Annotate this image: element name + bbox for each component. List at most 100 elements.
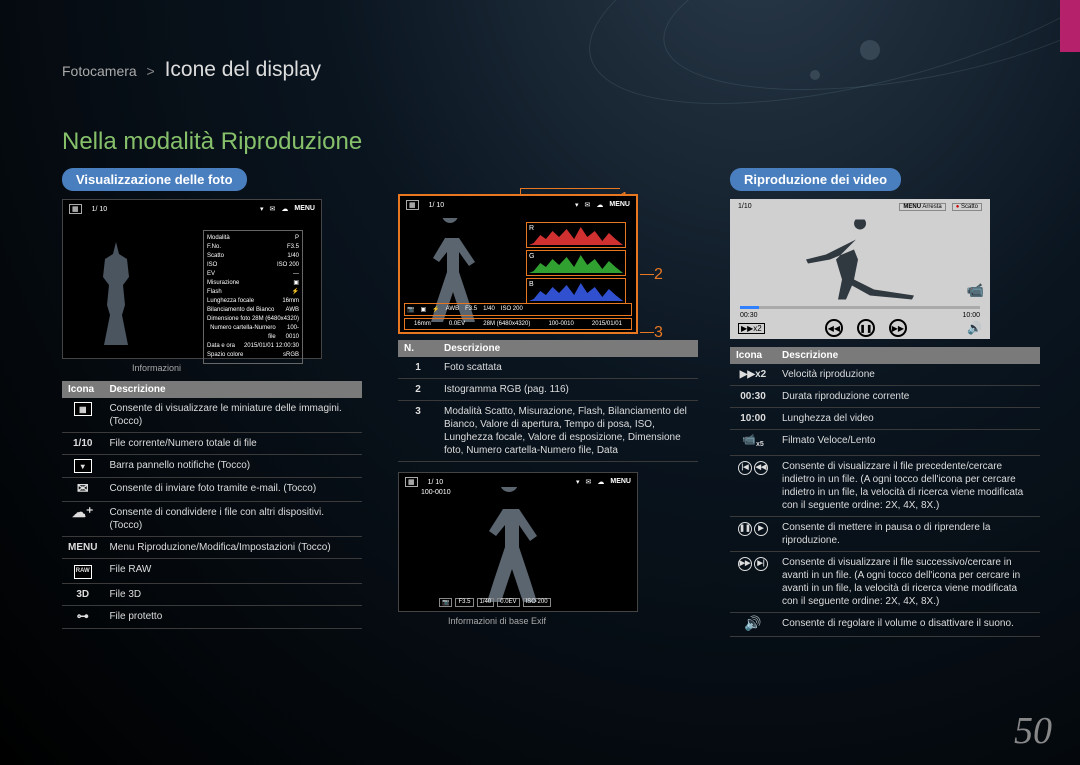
page-number: 50 (1014, 709, 1052, 753)
desc-cell: Menu Riproduzione/Modifica/Impostazioni … (103, 537, 362, 559)
subheading-pill: Riproduzione dei video (730, 168, 901, 191)
th-desc: Descrizione (776, 347, 1040, 364)
rewind-button[interactable]: ◀◀ (825, 319, 843, 337)
volume-icon[interactable]: 🔊 (967, 321, 982, 335)
lcd-preview-video: 1/10 MENU Arresta ● Scatto 📹 00:30 10:00… (730, 199, 990, 339)
icon-cell: ▦ (62, 398, 103, 433)
desc-cell: Modalità Scatto, Misurazione, Flash, Bil… (438, 401, 698, 462)
pause-button[interactable]: ❚❚ (857, 319, 875, 337)
thumbnail-icon: ▦ (406, 200, 419, 210)
desc-cell: File protetto (103, 605, 362, 628)
brand-accent (1060, 0, 1080, 52)
th-desc: Descrizione (438, 340, 698, 357)
caption: Informazioni di base Exif (448, 616, 698, 626)
desc-cell: Consente di condividere i file con altri… (103, 502, 362, 537)
exif-info-box: ModalitàPF.No.F3.5Scatto1/40ISOISO 200EV… (203, 230, 303, 364)
icon-cell: |◀◀◀ (730, 456, 776, 517)
lcd-preview-photo-info: ▦ 1/ 10 ▾ ✉ ☁ MENU ModalitàPF.No.F3.5Sca… (62, 199, 322, 359)
desc-cell: File corrente/Numero totale di file (103, 433, 362, 455)
desc-cell: Istogramma RGB (pag. 116) (438, 379, 698, 401)
desc-cell: Filmato Veloce/Lento (776, 430, 1040, 456)
file-counter: 1/ 10 (429, 202, 445, 209)
desc-cell: Barra pannello notifiche (Tocco) (103, 455, 362, 478)
chevron-down-icon: ▾ (576, 478, 580, 486)
icon-cell: 🔊 (730, 613, 776, 637)
desc-cell: Consente di visualizzare il file precede… (776, 456, 1040, 517)
photo-silhouette (91, 242, 141, 352)
subheading-pill: Visualizzazione delle foto (62, 168, 247, 191)
thumbnail-icon: ▦ (405, 477, 418, 487)
decorative-dot (860, 40, 880, 60)
desc-cell: Consente di visualizzare il file success… (776, 552, 1040, 613)
video-icon-table: Icona Descrizione ▶▶x2Velocità riproduzi… (730, 347, 1040, 637)
num-cell: 3 (398, 401, 438, 462)
icon-cell: 10:00 (730, 408, 776, 430)
icon-cell: ☁⁺ (62, 502, 103, 537)
breadcrumb-parent: Fotocamera (62, 63, 137, 79)
desc-cell: Durata riproduzione corrente (776, 386, 1040, 408)
file-counter: 1/ 10 (92, 206, 108, 213)
icon-cell: ✉ (62, 478, 103, 502)
mail-icon: ✉ (586, 478, 592, 486)
desc-cell: Velocità riproduzione (776, 364, 1040, 386)
time-total: 10:00 (962, 312, 980, 319)
desc-cell: Foto scattata (438, 357, 698, 379)
desc-cell: Consente di regolare il volume o disatti… (776, 613, 1040, 637)
file-counter: 1/10 (738, 203, 752, 210)
file-counter: 1/ 10 (428, 479, 444, 486)
breadcrumb-title: Icone del display (165, 58, 321, 81)
desc-cell: Consente di mettere in pausa o di ripren… (776, 517, 1040, 552)
th-icon: Icona (730, 347, 776, 364)
exif-bar-1: 📷▣⚡AWBF3.51/40ISO 200 (404, 303, 632, 316)
icon-cell: ❚❚▶ (730, 517, 776, 552)
th-n: N. (398, 340, 438, 357)
photo-silhouette (469, 487, 559, 607)
icon-cell: MENU (62, 537, 103, 559)
icon-cell: 00:30 (730, 386, 776, 408)
chevron-down-icon: ▾ (575, 201, 579, 209)
thumbnail-icon: ▦ (69, 204, 82, 214)
th-desc: Descrizione (103, 381, 362, 398)
chevron-down-icon: ▾ (260, 205, 264, 213)
desc-cell: File 3D (103, 583, 362, 605)
menu-label: MENU (294, 205, 315, 213)
video-silhouette (780, 220, 940, 310)
mail-icon: ✉ (585, 201, 591, 209)
shot-button: ● Scatto (952, 203, 982, 211)
caption: Informazioni (132, 363, 362, 373)
camcorder-icon: 📹 (967, 282, 984, 299)
lcd-preview-basic-exif: ▦ 1/ 10 ▾ ✉ ☁ MENU 100-0010 📷F3.51/400.0… (398, 472, 638, 612)
section-title: Nella modalità Riproduzione (62, 128, 362, 156)
breadcrumb: Fotocamera > Icone del display (62, 58, 321, 82)
menu-label: MENU (609, 201, 630, 209)
menu-button: MENU Arresta (899, 203, 945, 211)
desc-cell: File RAW (103, 559, 362, 584)
icon-cell: 📹x5 (730, 430, 776, 456)
forward-button[interactable]: ▶▶ (889, 319, 907, 337)
time-elapsed: 00:30 (740, 312, 758, 319)
icon-cell: ▶▶▶| (730, 552, 776, 613)
breadcrumb-sep: > (147, 63, 155, 79)
icon-cell: 1/10 (62, 433, 103, 455)
decorative-dot (810, 70, 820, 80)
lcd-preview-histogram: ▦ 1/ 10 ▾ ✉ ☁ MENU RGB 📷▣⚡AWBF3.51/40ISO… (398, 194, 638, 334)
desc-cell: Consente di visualizzare le miniature de… (103, 398, 362, 433)
icon-cell: ▾ (62, 455, 103, 478)
desc-cell: Lunghezza del video (776, 408, 1040, 430)
exif-basic-bar: 📷F3.51/400.0EVISO 200 (439, 598, 551, 607)
num-cell: 2 (398, 379, 438, 401)
speed-badge: ▶▶x2 (738, 323, 765, 334)
icon-cell: 3D (62, 583, 103, 605)
share-icon: ☁ (596, 201, 603, 209)
progress-bar (740, 306, 980, 309)
file-number: 100-0010 (421, 489, 451, 496)
share-icon: ☁ (281, 205, 288, 213)
th-icon: Icona (62, 381, 103, 398)
desc-cell: Consente di inviare foto tramite e-mail.… (103, 478, 362, 502)
callout-description-table: N. Descrizione 1Foto scattata2Istogramma… (398, 340, 698, 462)
share-icon: ☁ (597, 478, 604, 486)
mail-icon: ✉ (270, 205, 276, 213)
icon-cell: RAW (62, 559, 103, 584)
menu-label: MENU (610, 478, 631, 486)
icon-cell: ⊶ (62, 605, 103, 628)
